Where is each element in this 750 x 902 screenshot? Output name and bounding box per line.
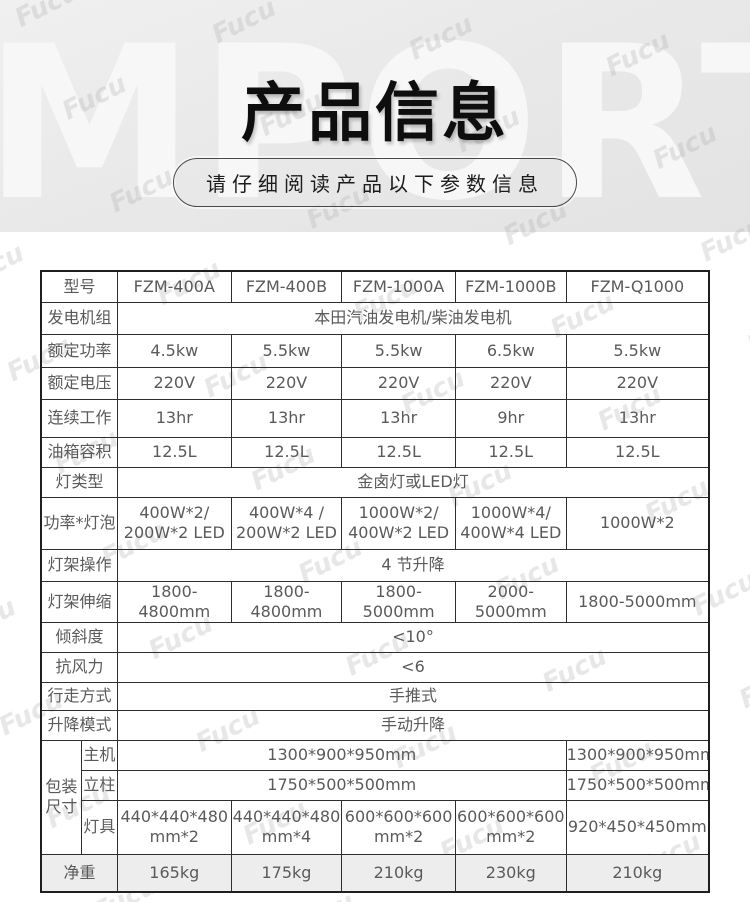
spec-value: 220V: [454, 366, 567, 400]
spec-label: 行走方式: [40, 681, 118, 711]
table-row: 立柱 1750*500*500mm 1750*500*500mm: [41, 769, 710, 801]
spec-value: 12.5L: [565, 436, 710, 468]
spec-value: 1000W*4/ 400W*4 LED: [454, 496, 567, 550]
spec-value: 220V: [341, 366, 456, 400]
spec-value-span: <10°: [116, 621, 710, 653]
spec-value: 400W*4 / 200W*2 LED: [230, 496, 343, 550]
spec-value: 5.5kw: [341, 333, 456, 368]
spec-value: 9hr: [454, 398, 567, 438]
spec-label: 灯架伸缩: [40, 580, 118, 623]
table-row: 倾斜度 <10°: [40, 621, 710, 653]
table-row-net-weight: 净重 165kg 175kg 210kg 230kg 210kg: [40, 853, 710, 893]
spec-value-span: 手推式: [116, 681, 710, 711]
spec-value: 440*440*480 mm*2: [116, 799, 232, 855]
spec-value: 13hr: [116, 398, 232, 438]
table-row: 抗风力 <6: [40, 651, 710, 683]
spec-value: 220V: [230, 366, 343, 400]
table-row: 行走方式 手推式: [40, 681, 710, 711]
spec-value-span: 1750*500*500mm: [116, 769, 567, 801]
spec-value: 1750*500*500mm: [565, 769, 710, 801]
spec-label-model: 型号: [40, 270, 118, 303]
spec-value: 600*600*600 mm*2: [341, 799, 456, 855]
spec-label: 油箱容积: [40, 436, 118, 468]
spec-label: 抗风力: [40, 651, 118, 683]
table-row: 灯架伸缩 1800-4800mm 1800-4800mm 1800-5000mm…: [40, 580, 710, 623]
spec-value-span: 1300*900*950mm: [116, 739, 567, 771]
spec-sublabel: 立柱: [80, 769, 118, 801]
spec-value: 13hr: [230, 398, 343, 438]
spec-value: 210kg: [341, 853, 456, 893]
spec-label: 发电机组: [40, 301, 118, 335]
spec-value: 165kg: [116, 853, 232, 893]
page-title: 产品信息: [241, 77, 509, 151]
table-row: 油箱容积 12.5L 12.5L 12.5L 12.5L 12.5L: [40, 436, 710, 468]
model-name: FZM-1000A: [341, 270, 456, 303]
spec-value: 230kg: [454, 853, 567, 893]
spec-value: 1800-4800mm: [116, 580, 232, 623]
spec-label-packing-group: 包装 尺寸: [40, 739, 82, 855]
spec-value: 5.5kw: [230, 333, 343, 368]
spec-value: 13hr: [341, 398, 456, 438]
spec-value: 220V: [116, 366, 232, 400]
table-header-row: 型号 FZM-400A FZM-400B FZM-1000A FZM-1000B…: [40, 270, 710, 303]
table-row: 灯类型 金卤灯或LED灯: [40, 466, 710, 498]
spec-value: 175kg: [230, 853, 343, 893]
spec-label: 灯类型: [40, 466, 118, 498]
spec-label: 功率*灯泡: [40, 496, 118, 550]
spec-sublabel: 主机: [80, 739, 118, 771]
spec-value-span: 金卤灯或LED灯: [116, 466, 710, 498]
spec-value: 440*440*480 mm*4: [230, 799, 343, 855]
spec-value: 1800-5000mm: [341, 580, 456, 623]
spec-value: 1000W*2: [565, 496, 710, 550]
spec-value-span: <6: [116, 651, 710, 683]
spec-label: 额定电压: [40, 366, 118, 400]
spec-value: 920*450*450mm: [565, 799, 710, 855]
spec-value: 400W*2/ 200W*2 LED: [116, 496, 232, 550]
spec-label: 倾斜度: [40, 621, 118, 653]
spec-value: 1300*900*950mm: [565, 739, 710, 771]
spec-value: 2000-5000mm: [454, 580, 567, 623]
spec-value: 12.5L: [454, 436, 567, 468]
spec-table: 型号 FZM-400A FZM-400B FZM-1000A FZM-1000B…: [40, 270, 710, 893]
table-row: 功率*灯泡 400W*2/ 200W*2 LED 400W*4 / 200W*2…: [40, 496, 710, 550]
spec-sublabel: 灯具: [80, 799, 118, 855]
model-name: FZM-Q1000: [565, 270, 710, 303]
spec-value: 12.5L: [116, 436, 232, 468]
table-row: 连续工作 13hr 13hr 13hr 9hr 13hr: [40, 398, 710, 438]
table-row: 包装 尺寸 主机 1300*900*950mm 1300*900*950mm: [40, 739, 710, 855]
spec-label: 灯架操作: [40, 548, 118, 582]
model-name: FZM-1000B: [454, 270, 567, 303]
spec-value: 5.5kw: [565, 333, 710, 368]
hero-content: 产品信息 请仔细阅读产品以下参数信息: [0, 0, 750, 232]
spec-value: 600*600*600 mm*2: [454, 799, 567, 855]
table-row: 额定功率 4.5kw 5.5kw 5.5kw 6.5kw 5.5kw: [40, 333, 710, 368]
spec-value: 210kg: [565, 853, 710, 893]
table-row: 升降模式 手动升降: [40, 709, 710, 741]
spec-value-span: 4 节升降: [116, 548, 710, 582]
table-row: 发电机组 本田汽油发电机/柴油发电机: [40, 301, 710, 335]
model-name: FZM-400A: [116, 270, 232, 303]
spec-value-span: 本田汽油发电机/柴油发电机: [116, 301, 710, 335]
spec-value: 220V: [565, 366, 710, 400]
spec-value: 12.5L: [230, 436, 343, 468]
spec-label: 连续工作: [40, 398, 118, 438]
spec-value: 1000W*2/ 400W*2 LED: [341, 496, 456, 550]
spec-label: 额定功率: [40, 333, 118, 368]
spec-value: 12.5L: [341, 436, 456, 468]
spec-label: 升降模式: [40, 709, 118, 741]
table-row: 灯具 440*440*480 mm*2 440*440*480 mm*4 600…: [41, 799, 710, 855]
spec-value: 1800-5000mm: [565, 580, 710, 623]
spec-value: 4.5kw: [116, 333, 232, 368]
table-row: 灯架操作 4 节升降: [40, 548, 710, 582]
subtitle-pill: 请仔细阅读产品以下参数信息: [173, 158, 577, 207]
spec-value-span: 手动升降: [116, 709, 710, 741]
spec-label: 净重: [40, 853, 118, 893]
model-name: FZM-400B: [230, 270, 343, 303]
spec-value: 13hr: [565, 398, 710, 438]
spec-value: 1800-4800mm: [230, 580, 343, 623]
spec-table-wrapper: 型号 FZM-400A FZM-400B FZM-1000A FZM-1000B…: [40, 270, 710, 893]
table-row: 额定电压 220V 220V 220V 220V 220V: [40, 366, 710, 400]
spec-value: 6.5kw: [454, 333, 567, 368]
